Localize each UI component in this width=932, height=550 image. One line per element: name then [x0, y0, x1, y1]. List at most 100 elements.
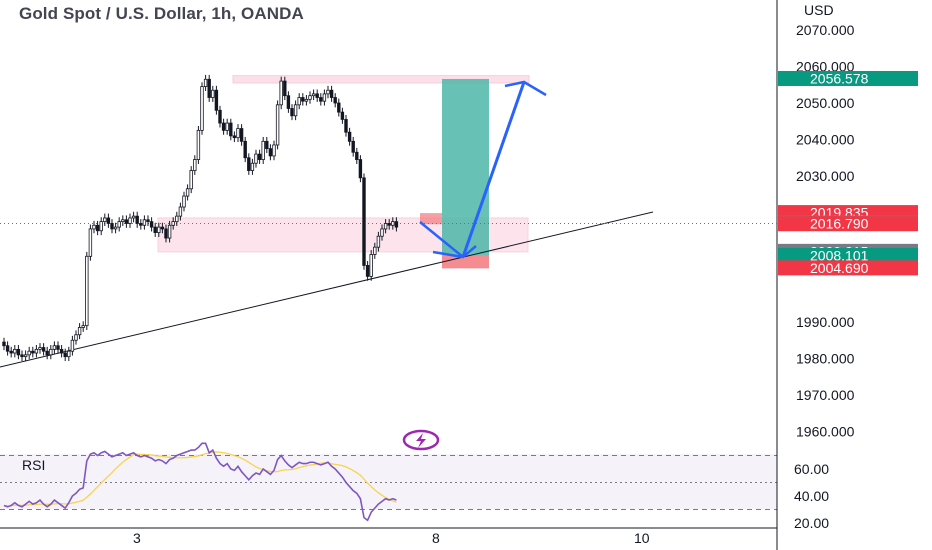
- candle-body: [304, 98, 309, 102]
- price-tag-label: 2004.690: [810, 260, 869, 276]
- candle-body: [92, 224, 96, 230]
- candle-body: [387, 223, 391, 226]
- candle-body: [124, 219, 129, 224]
- time-tick-label: 10: [634, 530, 650, 546]
- candle-body: [293, 104, 298, 117]
- candle-body: [394, 221, 399, 228]
- candle-body: [146, 219, 150, 223]
- candle-body: [243, 140, 247, 159]
- candle-body: [315, 93, 319, 98]
- rsi-band: [0, 454, 777, 509]
- price-tag: [778, 247, 918, 263]
- candle-body: [153, 226, 157, 233]
- candle-body: [279, 80, 283, 106]
- candle-body: [160, 226, 165, 230]
- candle-body: [77, 327, 82, 336]
- candle-body: [347, 131, 352, 142]
- candle-body: [85, 255, 89, 327]
- candle-body: [257, 153, 262, 160]
- candle-body: [311, 93, 316, 97]
- candle-body: [189, 170, 193, 190]
- rsi-moving-average-line: [3, 451, 397, 507]
- price-tick-label: 2060.000: [796, 59, 855, 75]
- candle-body: [31, 350, 35, 354]
- candle-body: [13, 348, 17, 354]
- candle-body: [106, 217, 111, 224]
- candle-body: [121, 219, 125, 223]
- candle-body: [139, 223, 143, 226]
- lightning-bolt: [416, 433, 426, 448]
- candle-body: [52, 345, 57, 350]
- support-trendline: [0, 211, 654, 368]
- price-tag: [778, 216, 918, 232]
- candle-body: [99, 221, 103, 232]
- candle-body: [275, 104, 280, 146]
- candle-body: [247, 157, 251, 171]
- entry-zone: [420, 213, 442, 225]
- lightning-icon[interactable]: [402, 429, 440, 451]
- candle-body: [16, 348, 21, 356]
- candle-body: [329, 89, 334, 98]
- candle-body: [67, 350, 71, 358]
- candle-body: [358, 159, 363, 179]
- candle-body: [308, 95, 312, 100]
- candle-body: [355, 151, 359, 160]
- candle-body: [337, 102, 341, 113]
- candle-body: [103, 217, 107, 223]
- candle-body: [340, 111, 345, 120]
- candle-body: [117, 221, 121, 228]
- candle-body: [23, 354, 28, 358]
- candle-body: [63, 352, 67, 358]
- candle-body: [171, 221, 175, 226]
- price-tick-label: 1990.000: [796, 314, 855, 330]
- rsi-tick-label: 20.00: [794, 515, 829, 531]
- time-tick-label: 8: [432, 530, 440, 546]
- candle-body: [290, 108, 294, 117]
- price-tick-label: 2040.000: [796, 132, 855, 148]
- rsi-tick-label: 60.00: [794, 461, 829, 477]
- price-tag-label: 2056.578: [810, 70, 869, 86]
- candle-body: [149, 221, 154, 228]
- candle-body: [131, 215, 136, 219]
- candle-body: [9, 350, 13, 354]
- candle-body: [211, 89, 215, 98]
- down-arrow-line: [419, 221, 464, 258]
- candle-body: [265, 140, 269, 150]
- candle-body: [236, 128, 240, 139]
- candle-body: [182, 195, 186, 208]
- candle-body: [110, 223, 114, 230]
- candle-body: [301, 97, 305, 102]
- candle-body: [113, 226, 118, 230]
- rsi-tick-label: 40.00: [794, 488, 829, 504]
- candle-body: [175, 215, 179, 223]
- candle-body: [221, 122, 226, 131]
- candle-body: [142, 219, 147, 226]
- candle-body: [225, 122, 229, 131]
- chart-title: Gold Spot / U.S. Dollar, 1h, OANDA: [19, 4, 304, 23]
- candle-body: [207, 78, 211, 98]
- price-tick-label: 1960.000: [796, 424, 855, 440]
- candle-body: [167, 224, 172, 239]
- time-tick-label: 3: [133, 530, 141, 546]
- rsi-label[interactable]: RSI: [22, 457, 46, 473]
- candle-body: [239, 128, 244, 142]
- candle-body: [34, 348, 39, 354]
- candle-body: [70, 339, 75, 352]
- candle-body: [250, 162, 255, 171]
- candle-body: [59, 348, 64, 354]
- candle-body: [362, 177, 366, 266]
- candle-body: [322, 93, 327, 102]
- candle-body: [81, 325, 85, 328]
- candle-body: [373, 246, 377, 255]
- candles: [2, 74, 399, 362]
- candle-body: [319, 97, 323, 102]
- candle-body: [49, 348, 53, 356]
- candle-body: [272, 144, 276, 157]
- candle-body: [333, 97, 337, 104]
- up-arrow-line: [461, 81, 526, 258]
- candle-body: [196, 129, 201, 160]
- currency-label: USD: [804, 2, 834, 18]
- candle-body: [232, 135, 237, 139]
- candle-body: [297, 97, 301, 106]
